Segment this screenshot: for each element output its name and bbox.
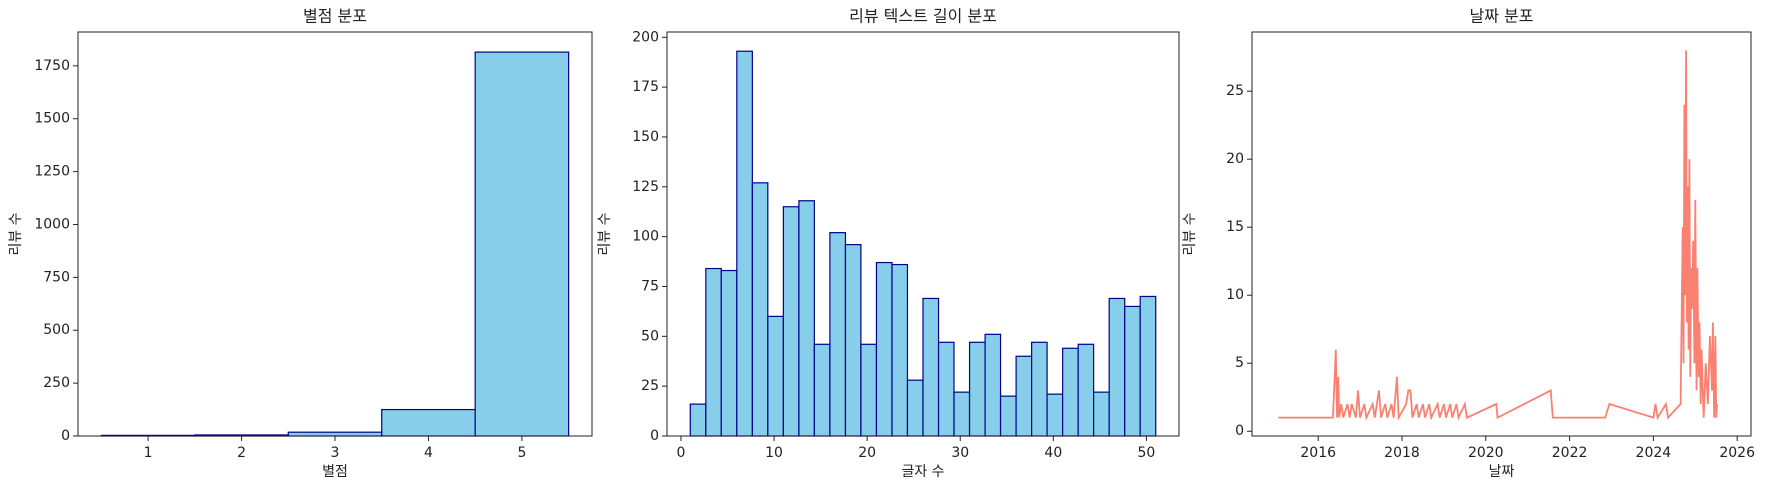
bar [705,267,722,437]
y-tick-label: 0 [650,428,659,444]
x-tick-label: 30 [951,445,969,461]
line [1278,50,1718,421]
y-tick-label: 1000 [34,216,70,232]
chart-title: 날짜 분포 [1470,7,1534,26]
x-tick-label: 2016 [1300,445,1336,461]
bar [813,343,831,437]
bar [999,395,1017,437]
bar [287,431,383,437]
y-tick-label: 1750 [34,58,70,74]
bar [782,206,800,437]
chart-title: 리뷰 텍스트 길이 분포 [849,7,997,26]
x-tick-label: 50 [1138,445,1156,461]
plot-frame [1251,31,1752,437]
x-tick-label: 10 [765,445,783,461]
y-tick-label: 25 [1226,83,1244,99]
x-tick-label: 2022 [1552,445,1588,461]
x-axis-label: 날짜 [1489,464,1515,480]
y-tick-label: 20 [1226,151,1244,167]
x-tick-label: 20 [858,445,876,461]
y-tick-label: 0 [1235,423,1244,439]
bar [381,408,476,437]
bar [922,297,940,437]
bar [984,333,1002,437]
bar [875,261,893,437]
x-tick-label: 2 [237,445,246,461]
y-tick-label: 10 [1226,287,1244,303]
y-tick-label: 250 [43,375,70,391]
bar [937,341,955,437]
y-tick-label: 750 [43,269,70,285]
y-tick-label: 5 [1235,355,1244,371]
x-tick-label: 5 [517,445,526,461]
bar [1139,295,1157,437]
x-tick-label: 2018 [1384,445,1420,461]
y-axis-label: 리뷰 수 [8,212,24,255]
bar [968,341,986,437]
y-tick-label: 25 [641,378,659,394]
bar [1015,355,1033,437]
bar [720,269,738,437]
x-tick-label: 3 [331,445,340,461]
bar [798,200,815,437]
x-tick-label: 2020 [1468,445,1504,461]
bar [689,403,707,437]
y-tick-label: 15 [1226,219,1244,235]
x-tick-label: 2026 [1719,445,1755,461]
y-axis-label: 리뷰 수 [1182,212,1198,255]
y-tick-label: 500 [43,322,70,338]
y-tick-label: 75 [641,278,659,294]
y-tick-label: 200 [632,29,659,45]
x-tick-label: 40 [1044,445,1062,461]
y-tick-label: 125 [632,179,659,195]
bar [1108,297,1126,437]
y-tick-label: 100 [632,229,659,245]
x-axis-label: 별점 [322,464,348,480]
bar [1093,391,1110,437]
y-tick-label: 1250 [34,164,70,180]
bar [767,315,784,437]
bar [829,232,847,437]
bar [1031,341,1048,437]
bar [953,391,971,437]
bar [891,263,909,437]
y-tick-label: 0 [61,428,70,444]
bar [1046,393,1064,437]
bar [844,244,862,437]
bar [1062,347,1079,437]
plot-frame [666,31,1180,437]
bar [906,379,924,437]
bar [860,343,878,437]
y-tick-label: 1500 [34,111,70,127]
bar [751,182,769,437]
x-tick-label: 4 [424,445,433,461]
y-tick-label: 150 [632,129,659,145]
bar [1077,343,1095,437]
y-axis-label: 리뷰 수 [597,212,613,255]
bar [1124,305,1141,437]
x-tick-label: 0 [677,445,686,461]
x-tick-label: 1 [144,445,153,461]
bar [474,51,570,437]
y-tick-label: 50 [641,328,659,344]
x-axis-label: 글자 수 [901,464,944,480]
bar [736,50,753,437]
y-tick-label: 175 [632,79,659,95]
x-tick-label: 2024 [1636,445,1672,461]
chart-title: 별점 분포 [303,7,367,26]
